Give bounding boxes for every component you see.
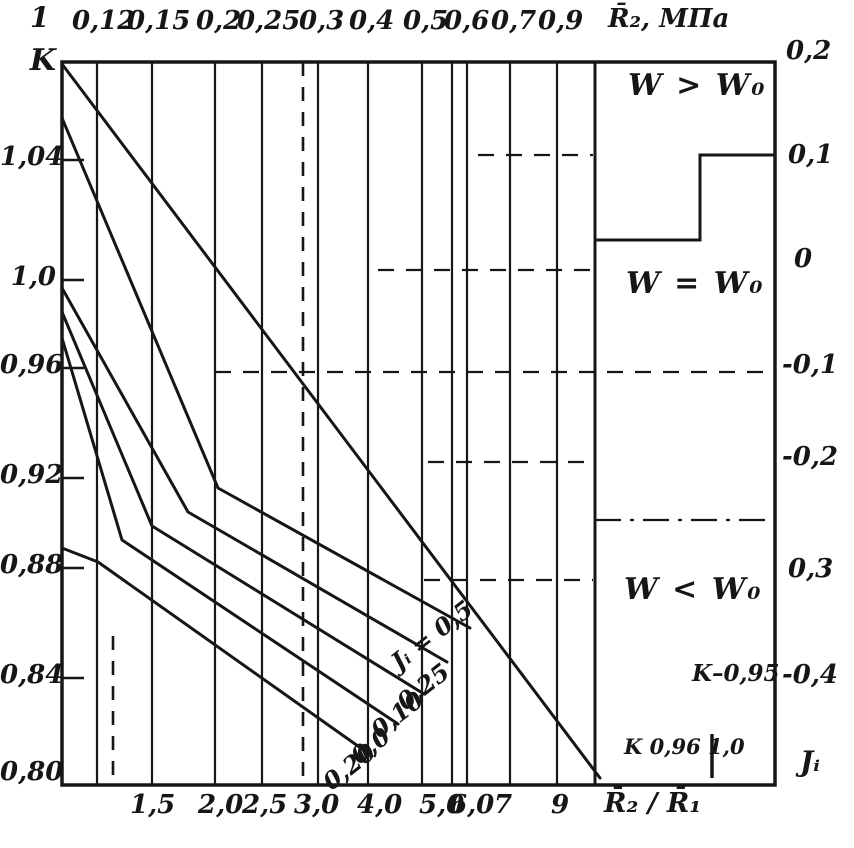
left-axis-tick: 0,96 bbox=[0, 350, 64, 380]
top-axis-tick: 0,12 bbox=[72, 6, 136, 36]
region-label-w-greater: W > W₀ bbox=[628, 68, 767, 103]
top-axis-tick: 0,2 bbox=[196, 6, 242, 36]
bottom-axis-title: R̄₂ / R̄₁ bbox=[604, 788, 702, 819]
bottom-axis-tick: 3,0 bbox=[294, 790, 340, 820]
left-axis-title: K bbox=[29, 43, 56, 78]
main-diagonal bbox=[60, 62, 602, 780]
bottom-axis-tick: 9 bbox=[551, 790, 570, 820]
right-axis-tick: -0,1 bbox=[782, 350, 839, 380]
top-axis-tick: 0,4 bbox=[349, 6, 395, 36]
top-axis-tick: 0,15 bbox=[127, 6, 191, 36]
right-axis-tick: 0,2 bbox=[786, 36, 832, 66]
left-axis-tick: 0,92 bbox=[0, 460, 64, 490]
left-axis-tick: 0,84 bbox=[0, 660, 64, 690]
step-line bbox=[595, 153, 775, 242]
top-axis-tick: 1 bbox=[30, 1, 50, 34]
bottom-axis-tick: 1,5 bbox=[130, 790, 176, 820]
region-label-w-less: W < W₀ bbox=[624, 572, 763, 607]
annotation-k-scale: K 0,96 1,0 bbox=[624, 734, 745, 759]
left-axis-tick: 0,80 bbox=[0, 757, 64, 787]
bottom-axis-tick: 2,0 bbox=[198, 790, 244, 820]
top-axis-tick: 0,6 bbox=[444, 6, 490, 36]
right-axis-tick: -0,2 bbox=[782, 442, 839, 472]
right-axis-title: Jᵢ bbox=[800, 745, 820, 778]
bottom-axis-tick: 6,0 bbox=[449, 790, 495, 820]
top-axis-tick: 0,7 bbox=[491, 6, 537, 36]
right-axis-tick: 0,3 bbox=[788, 554, 834, 584]
curve-Ji-0_25 bbox=[60, 286, 449, 664]
bottom-axis-tick: 7 bbox=[494, 790, 513, 820]
left-axis-tick: 1,0 bbox=[10, 262, 56, 292]
curve-Ji-0_0 bbox=[60, 336, 400, 726]
curve-Ji-0_20 bbox=[60, 546, 374, 758]
top-axis-tick: 0,3 bbox=[299, 6, 345, 36]
curve-Ji-0_5 bbox=[60, 116, 472, 630]
left-axis-tick: 0,88 bbox=[0, 550, 64, 580]
plot-frame bbox=[60, 60, 777, 787]
top-axis-tick: 0,5 bbox=[403, 6, 449, 36]
top-axis-title: R̄₂, МПа bbox=[608, 4, 730, 34]
bottom-axis-tick: 4,0 bbox=[357, 790, 403, 820]
left-axis-tick: 1,04 bbox=[0, 142, 64, 172]
region-label-w-equal: W = W₀ bbox=[626, 266, 765, 301]
bottom-axis-tick: 5,0 bbox=[419, 790, 465, 820]
annotation-k-095: K–0,95 bbox=[692, 660, 780, 687]
right-axis-tick: 0 bbox=[794, 244, 813, 274]
bottom-axis-tick: 2,5 bbox=[242, 790, 288, 820]
right-axis-tick: 0,1 bbox=[788, 140, 834, 170]
top-axis-tick: 0,9 bbox=[538, 6, 584, 36]
top-axis-tick: 0,25 bbox=[237, 6, 301, 36]
curve-Ji-0_10 bbox=[60, 310, 426, 696]
right-axis-tick: -0,4 bbox=[782, 660, 839, 690]
